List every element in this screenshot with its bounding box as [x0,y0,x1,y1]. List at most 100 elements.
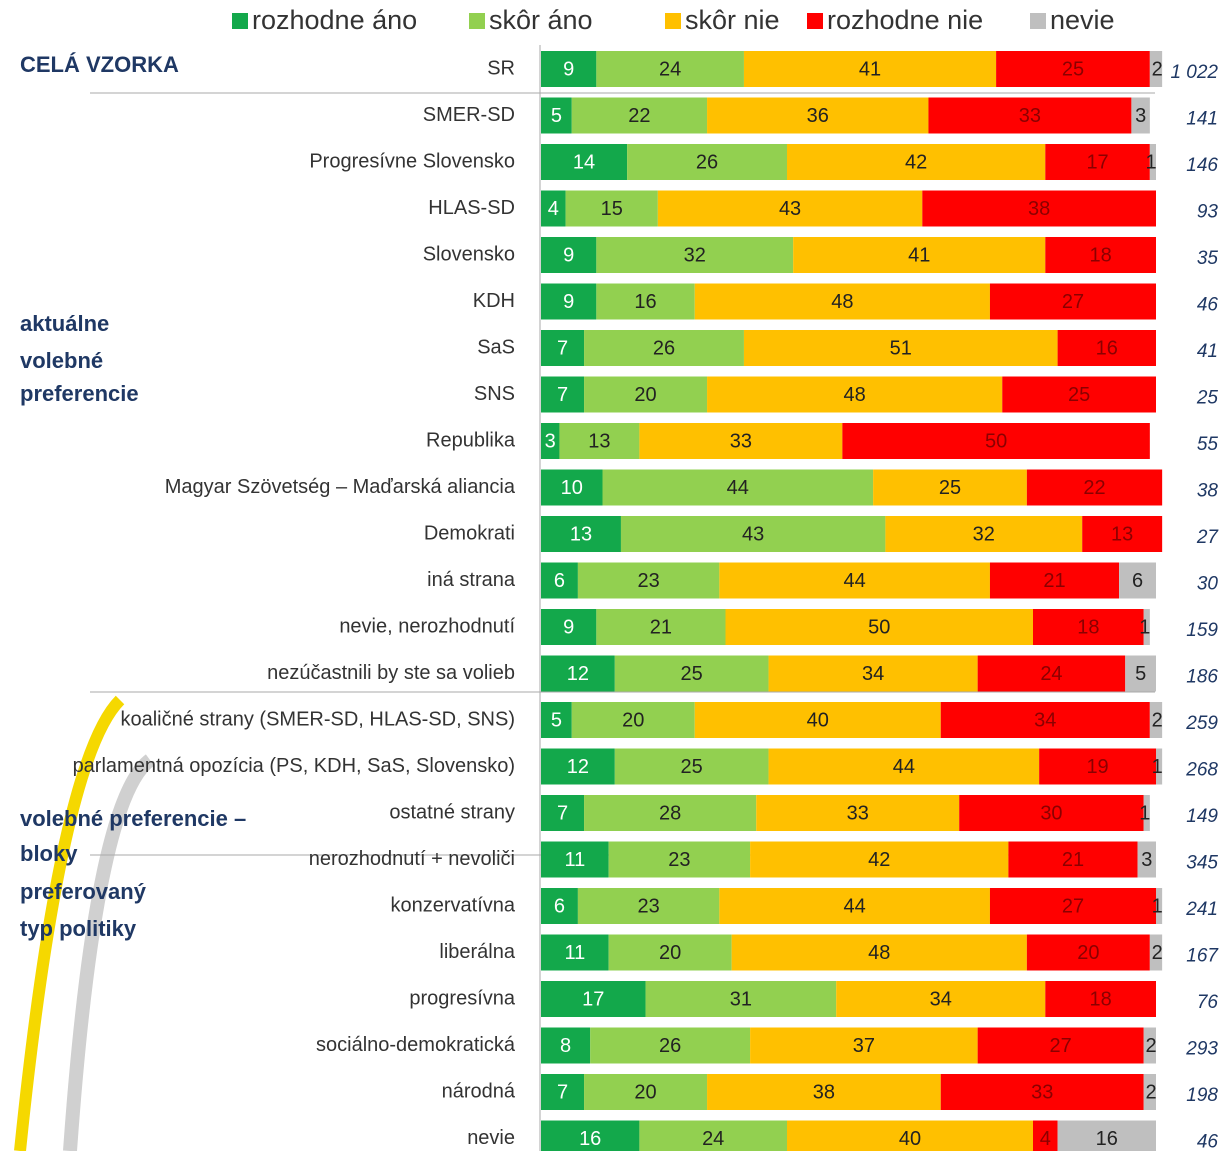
category-label: konzervatívna [390,894,515,916]
category-label: SR [487,57,515,79]
sample-size: 159 [1186,620,1218,641]
value-label: 3 [1141,849,1152,871]
sample-size: 1 022 [1170,62,1218,83]
value-label: 1 [1145,151,1156,173]
category-label: KDH [473,290,515,312]
bar-segment [977,1027,1144,1064]
bar-segment [1033,1120,1058,1151]
bar-segment [571,702,695,738]
bar-segment [1149,934,1163,971]
bar-segment [1149,702,1163,738]
value-label: 42 [905,151,927,173]
value-label: 4 [1040,1128,1051,1150]
value-label: 20 [659,942,681,964]
value-label: 51 [890,337,912,359]
category-label: iná strana [427,569,516,591]
value-label: 26 [659,1035,681,1057]
value-label: 31 [730,988,752,1010]
value-label: 5 [551,709,562,731]
value-label: 24 [702,1128,724,1150]
value-label: 18 [1090,988,1112,1010]
legend-swatch [1030,13,1046,29]
value-label: 24 [1040,663,1062,685]
value-label: 1 [1152,756,1163,778]
bar-segment [657,190,923,227]
category-label: ostatné strany [389,801,515,823]
bar-segment [577,562,720,599]
value-label: 12 [567,663,589,685]
value-label: 9 [563,58,574,80]
sample-size: 30 [1197,574,1219,595]
value-label: 27 [1062,895,1084,917]
value-label: 43 [779,198,801,220]
value-label: 5 [551,105,562,127]
bar-segment [793,237,1046,273]
value-label: 2 [1152,709,1163,731]
logo [14,695,125,1151]
bar-segment [1125,655,1156,692]
value-label: 25 [681,663,703,685]
bar-segment [541,1074,585,1110]
bar-segment [596,237,794,273]
bar-segment [1026,469,1163,506]
value-label: 23 [638,895,660,917]
value-label: 13 [1111,523,1133,545]
bar-segment [584,795,757,831]
bar-segment [541,330,585,366]
value-label: 6 [554,570,565,592]
category-label: Progresívne Slovensko [309,150,515,172]
bar-segment [768,748,1040,785]
value-label: 40 [807,709,829,731]
bar-segment [940,702,1150,738]
bar-segment [1149,144,1156,180]
value-label: 48 [831,291,853,313]
bar-segment [1119,562,1156,599]
bar-segment [541,888,578,924]
value-label: 9 [563,244,574,266]
legend-label: skôr áno [489,5,593,35]
bar-segment [768,655,978,692]
sample-size: 27 [1196,527,1220,548]
bar-segment [989,888,1156,924]
bar-segment [541,190,566,227]
bar-segment [1137,841,1156,878]
bar-segment [1033,609,1144,645]
value-label: 17 [582,988,604,1010]
category-label: HLAS-SD [428,197,515,219]
value-label: 43 [742,523,764,545]
legend-label: skôr nie [685,5,780,35]
bar-segment [590,1027,751,1064]
sample-size: 76 [1197,992,1219,1013]
category-label: sociálno-demokratická [316,1034,516,1056]
value-label: 34 [1034,709,1056,731]
value-label: 16 [579,1128,601,1150]
value-label: 24 [659,58,681,80]
sample-size: 345 [1186,853,1218,874]
value-label: 44 [893,756,915,778]
value-label: 22 [1083,477,1105,499]
bar-segment [707,1074,941,1110]
value-label: 27 [1050,1035,1072,1057]
value-label: 2 [1145,1035,1156,1057]
bar-segment [756,795,960,831]
value-label: 25 [681,756,703,778]
bar-segment [639,423,843,459]
sample-size: 41 [1197,341,1218,362]
bar-segment [842,423,1150,459]
bar-segment [787,144,1046,180]
bar-segment [959,795,1144,831]
bar-segment [996,51,1150,87]
value-label: 34 [862,663,884,685]
sample-size: 186 [1186,667,1218,688]
bar-segment [541,981,646,1017]
bar-segment [989,283,1156,320]
value-label: 16 [634,291,656,313]
value-label: 32 [973,523,995,545]
value-label: 30 [1040,802,1062,824]
value-label: 23 [638,570,660,592]
value-label: 34 [930,988,952,1010]
legend-swatch [807,13,823,29]
value-label: 18 [1090,244,1112,266]
value-label: 48 [844,384,866,406]
value-label: 17 [1086,151,1108,173]
